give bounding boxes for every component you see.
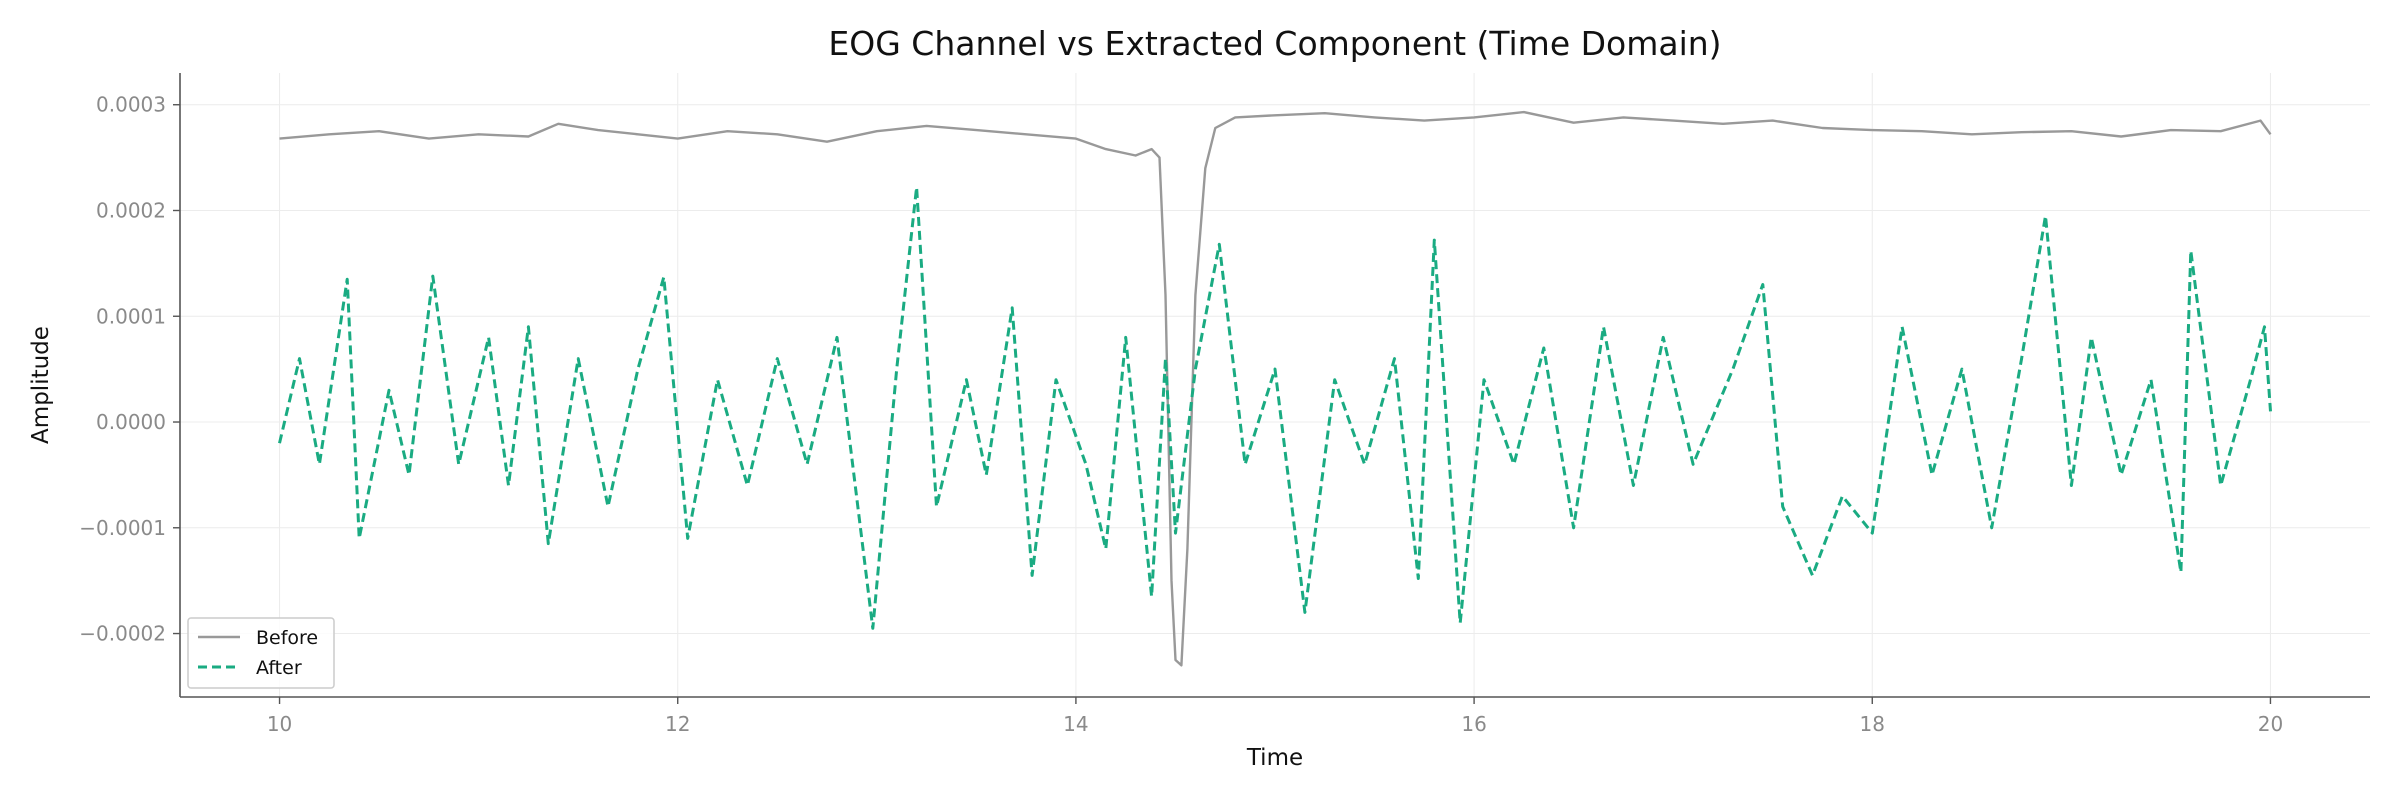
x-axis-label: Time	[1246, 745, 1303, 771]
legend-label-before: Before	[256, 627, 318, 649]
legend-box	[187, 617, 335, 689]
x-tick-label: 18	[1860, 712, 1885, 736]
x-tick-label: 20	[2258, 712, 2283, 736]
series-line-before	[279, 110, 2272, 667]
x-tick-label: 14	[1063, 712, 1088, 736]
series-line-after	[278, 185, 2272, 630]
y-tick-label: 0.0002	[96, 198, 166, 222]
x-tick-label: 10	[267, 712, 292, 736]
x-tick-label: 12	[665, 712, 690, 736]
y-axis-ticks: −0.0002 −0.0001 0.0000 0.0001 0.0002 0.0003	[79, 93, 180, 646]
legend: Before After	[187, 617, 335, 689]
y-tick-label: −0.0002	[79, 622, 166, 646]
x-tick-label: 16	[1461, 712, 1486, 736]
chart-title: EOG Channel vs Extracted Component (Time…	[828, 24, 1721, 63]
y-axis-label: Amplitude	[28, 326, 54, 444]
x-axis-ticks: 10 12 14 16 18 20	[267, 697, 2283, 736]
y-tick-label: 0.0001	[96, 304, 166, 328]
y-tick-label: −0.0001	[79, 516, 166, 540]
grid-lines	[180, 73, 2370, 697]
y-tick-label: 0.0003	[96, 93, 166, 117]
y-tick-label: 0.0000	[96, 410, 166, 434]
legend-label-after: After	[256, 657, 302, 679]
series-layer	[278, 110, 2272, 667]
